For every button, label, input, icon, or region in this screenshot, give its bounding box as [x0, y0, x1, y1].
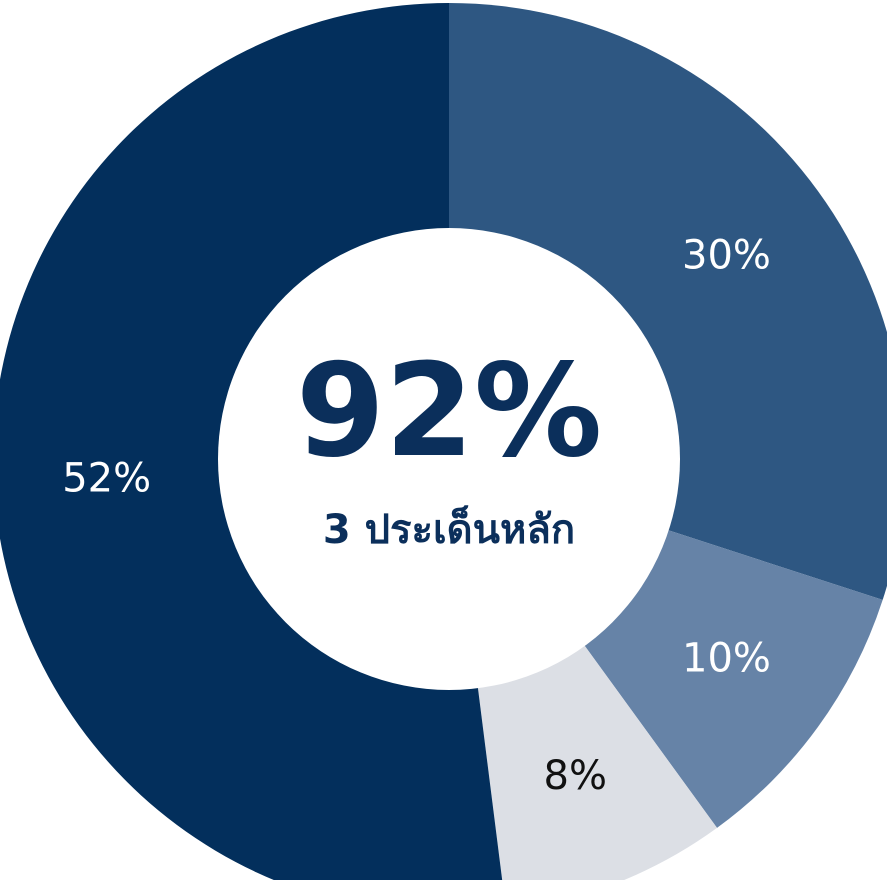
center-subtitle: 3 ประเด็นหลัก [323, 504, 575, 553]
center-title: 92% [296, 337, 602, 486]
segment-label: 10% [682, 636, 771, 682]
segment-label: 52% [62, 456, 151, 502]
segment-label: 30% [682, 232, 771, 278]
segment-label: 8% [544, 753, 607, 799]
donut-hole [218, 228, 680, 690]
